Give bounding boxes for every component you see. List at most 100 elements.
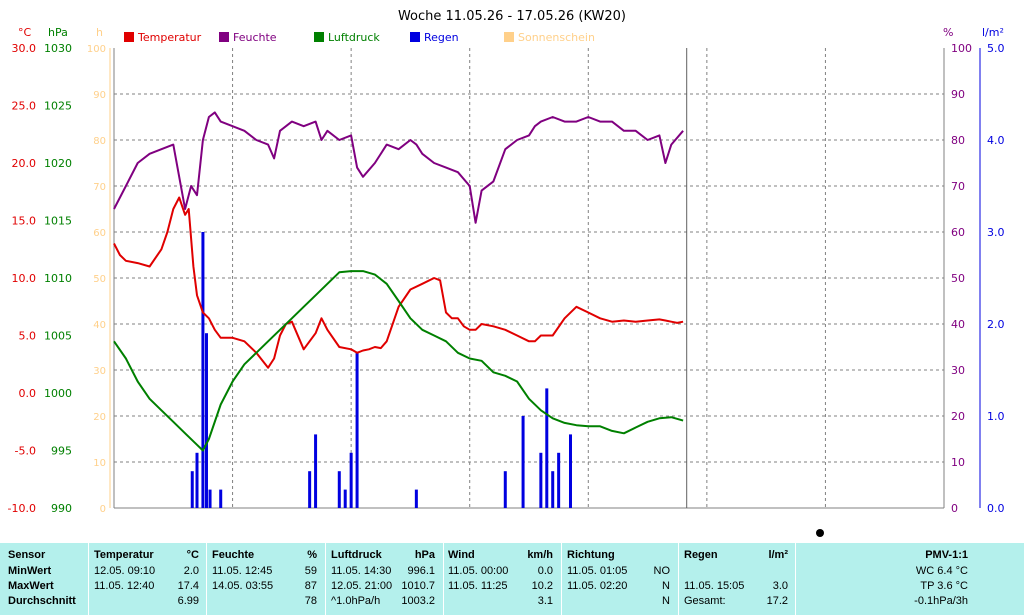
rain-axis-tick-label: 4.0 [987, 134, 1005, 147]
humidity-line [113, 111, 684, 224]
temp-axis-tick-label: 25.0 [12, 100, 37, 113]
temp-axis-tick-label: 10.0 [12, 272, 37, 285]
table-cell-press-time: ^1.0hPa/h [331, 595, 381, 607]
pressure-axis-tick-label: 1010 [44, 272, 72, 285]
table-cell-hum-time: 11.05. 12:45 [212, 565, 273, 577]
table-row-label: MinWert [8, 565, 52, 577]
table-cell-dir-time: 11.05. 01:05 [567, 565, 628, 577]
table-header-humidity: Feuchte [212, 549, 255, 561]
sun-axis-unit: h [96, 26, 103, 39]
table-column-separator [561, 543, 562, 615]
rain-bar [569, 434, 572, 508]
pressure-axis-tick-label: 1030 [44, 42, 72, 55]
table-column-separator [325, 543, 326, 615]
pressure-axis-tick-label: 1000 [44, 387, 72, 400]
pressure-axis-tick-label: 990 [51, 502, 72, 515]
temp-axis-tick-label: 15.0 [12, 215, 37, 228]
humidity-axis-unit: % [943, 26, 953, 39]
moon-phase-icon [816, 529, 824, 537]
temp-axis-tick-label: 0.0 [19, 387, 37, 400]
rain-axis-tick-label: 2.0 [987, 318, 1005, 331]
table-cell-pmv: -0.1hPa/3h [914, 595, 968, 607]
table-header-unit: % [307, 549, 317, 561]
table-column-separator [795, 543, 796, 615]
table-cell-wind-value: 10.2 [531, 580, 553, 592]
temp-axis-unit: °C [18, 26, 32, 39]
temp-axis-tick-label: 5.0 [19, 330, 37, 343]
table-cell-temp-time: 11.05. 12:40 [94, 580, 155, 592]
rain-bar [343, 489, 347, 508]
temp-axis-tick-label: 30.0 [12, 42, 37, 55]
pressure-axis-tick-label: 1015 [44, 215, 72, 228]
table-header-unit: l/m² [768, 549, 788, 561]
table-cell-wind-value: 3.1 [537, 595, 553, 607]
table-header-wind: Wind [448, 549, 475, 561]
table-header-unit: °C [186, 549, 199, 561]
sun-axis-tick-label: 40 [93, 320, 106, 331]
table-cell-wind-time: 11.05. 11:25 [448, 580, 508, 592]
rain-bar [190, 471, 194, 508]
legend-label: Temperatur [137, 31, 202, 44]
table-cell-dir-value: NO [653, 565, 671, 577]
table-cell-temp-value: 2.0 [183, 565, 199, 577]
table-cell-hum-value: 59 [304, 565, 317, 577]
table-cell-hum-value: 78 [304, 595, 317, 607]
table-cell-rain-time: Gesamt: [684, 595, 726, 607]
table-cell-dir-time: 11.05. 02:20 [567, 580, 628, 592]
table-cell-dir-value: N [662, 595, 670, 607]
table-header-unit: hPa [414, 549, 435, 561]
table-cell-press-value: 1003.2 [401, 595, 435, 607]
rain-bar [204, 333, 208, 508]
humidity-axis-tick-label: 40 [951, 318, 965, 331]
sun-axis-tick-label: 60 [93, 228, 106, 239]
rain-bar [201, 232, 205, 508]
humidity-axis-tick-label: 70 [951, 180, 965, 193]
table-cell-temp-value: 6.99 [177, 595, 199, 607]
rain-bar [337, 471, 341, 508]
table-cell-rain-value: 17.2 [766, 595, 788, 607]
legend-label: Sonnenschein [518, 31, 595, 44]
rain-axis-tick-label: 3.0 [987, 226, 1005, 239]
axes: 30.025.020.015.010.05.00.0-5.0-10.010301… [8, 26, 1005, 515]
sun-axis-tick-label: 50 [93, 274, 106, 285]
humidity-axis-tick-label: 30 [951, 364, 965, 377]
sun-axis-tick-label: 30 [93, 366, 106, 377]
table-row-label: MaxWert [8, 580, 54, 592]
series-lines [113, 111, 684, 452]
legend-label: Regen [424, 31, 459, 44]
rain-bar [314, 434, 318, 508]
temp-axis-tick-label: 20.0 [12, 157, 37, 170]
sun-axis-tick-label: 20 [93, 412, 106, 423]
rain-bar [551, 471, 555, 508]
table-cell-temp-value: 17.4 [177, 580, 199, 592]
humidity-axis-tick-label: 60 [951, 226, 965, 239]
pressure-axis-tick-label: 1020 [44, 157, 72, 170]
rain-bar [545, 388, 549, 508]
table-row-label: Durchschnitt [8, 595, 76, 607]
rain-bar [349, 452, 353, 508]
sun-axis-tick-label: 80 [93, 136, 106, 147]
table-cell-pmv: TP 3.6 °C [920, 580, 968, 592]
legend-swatch [124, 32, 134, 42]
temp-axis-tick-label: -10.0 [8, 502, 36, 515]
table-cell-temp-time: 12.05. 09:10 [94, 565, 156, 577]
table-cell-rain-time: 11.05. 15:05 [684, 580, 745, 592]
humidity-axis-tick-label: 50 [951, 272, 965, 285]
rain-axis-tick-label: 5.0 [987, 42, 1005, 55]
sun-axis-tick-label: 0 [100, 504, 106, 515]
table-header-pmv: PMV-1:1 [925, 549, 968, 561]
table-cell-rain-value: 3.0 [772, 580, 788, 592]
legend-label: Luftdruck [328, 31, 380, 44]
table-column-separator [88, 543, 89, 615]
legend: Temperatur Feuchte Luftdruck Regen Sonnensch… [124, 31, 595, 44]
rain-bar [557, 452, 561, 508]
humidity-axis-tick-label: 80 [951, 134, 965, 147]
rain-axis-tick-label: 1.0 [987, 410, 1005, 423]
pressure-axis-tick-label: 995 [51, 445, 72, 458]
humidity-axis-tick-label: 0 [951, 502, 958, 515]
legend-label: Feuchte [233, 31, 277, 44]
chart-title: Woche 11.05.26 - 17.05.26 (KW20) [398, 9, 626, 24]
sun-axis-tick-label: 10 [93, 458, 106, 469]
sun-axis-tick-label: 90 [93, 90, 106, 101]
table-column-separator [443, 543, 444, 615]
